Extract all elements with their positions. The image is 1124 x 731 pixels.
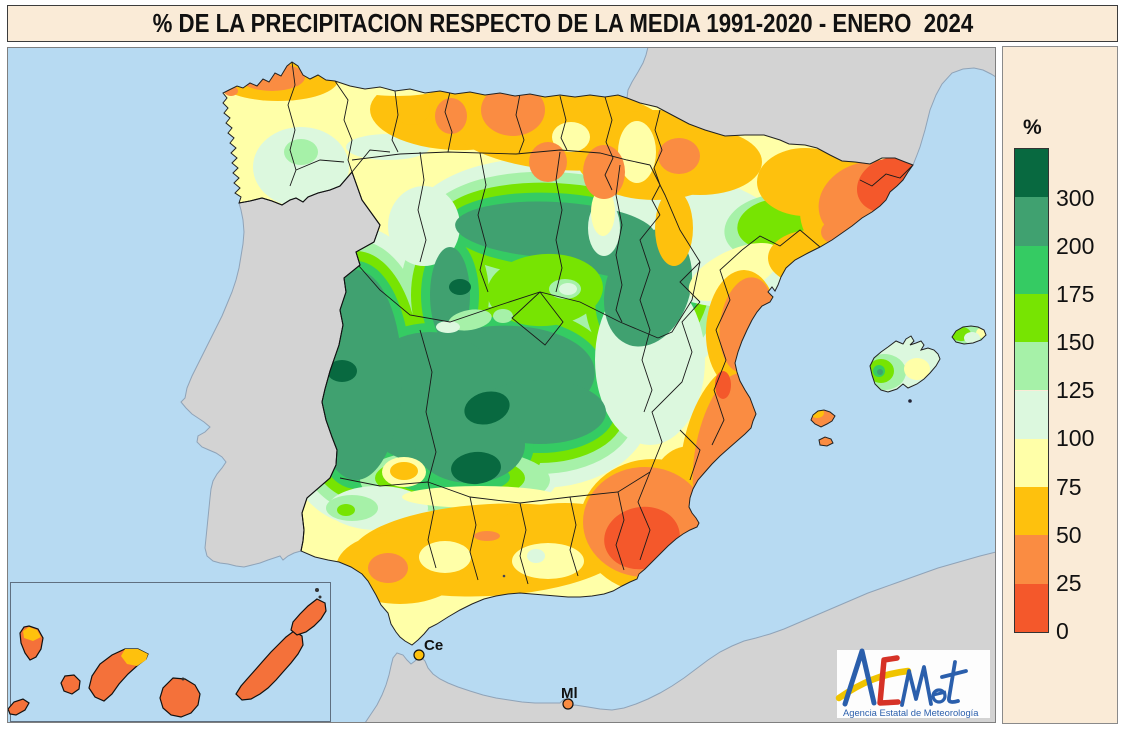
svg-text:Ml: Ml xyxy=(561,685,578,702)
svg-text:Ce: Ce xyxy=(424,637,443,654)
svg-text:Agencia Estatal de Meteorologí: Agencia Estatal de Meteorología xyxy=(843,707,979,718)
